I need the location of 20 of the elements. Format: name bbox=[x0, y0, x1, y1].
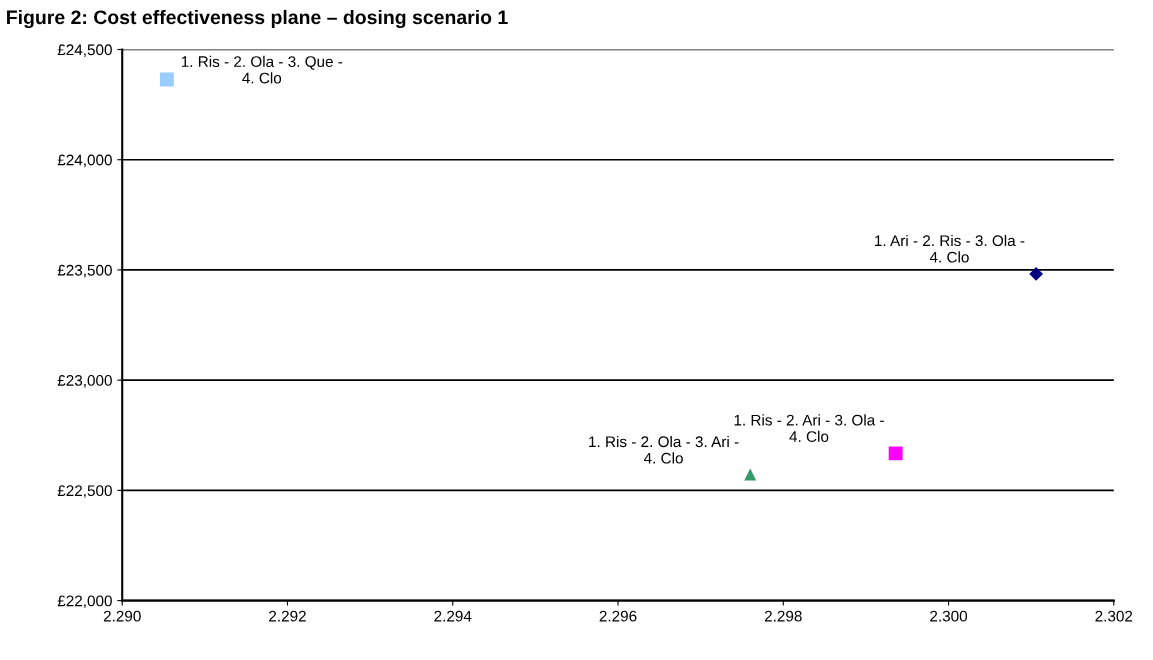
point bbox=[159, 72, 174, 87]
series-label: 1. Ari - 2. Ris - 3. Ola - 4. Clo bbox=[875, 234, 1025, 263]
point bbox=[744, 469, 756, 481]
x-tick-label: 2.294 bbox=[434, 610, 472, 622]
x-tick-label: 2.296 bbox=[599, 610, 637, 622]
x-tick-label: 2.302 bbox=[1095, 610, 1133, 622]
series-label: 1. Ris - 2. Ola - 3. Que - 4. Clo bbox=[181, 55, 343, 84]
x-tick-label: 2.292 bbox=[269, 610, 306, 622]
x-tick-label: 2.298 bbox=[764, 610, 802, 622]
y-tick-label: £22,000 bbox=[57, 595, 112, 609]
y-tick-label: £24,000 bbox=[57, 154, 112, 168]
y-tick-label: £24,500 bbox=[57, 44, 112, 57]
y-tick-label: £23,000 bbox=[57, 375, 112, 388]
y-tick-label: £22,500 bbox=[57, 485, 112, 498]
point bbox=[888, 446, 903, 461]
x-tick-label: 2.300 bbox=[930, 610, 968, 622]
x-tick-label: 2.290 bbox=[103, 610, 141, 622]
y-tick-label: £23,500 bbox=[57, 264, 112, 278]
chart-title: Figure 2: Cost effectiveness plane – dosing scenario 1 bbox=[7, 9, 508, 29]
point bbox=[1029, 267, 1043, 281]
